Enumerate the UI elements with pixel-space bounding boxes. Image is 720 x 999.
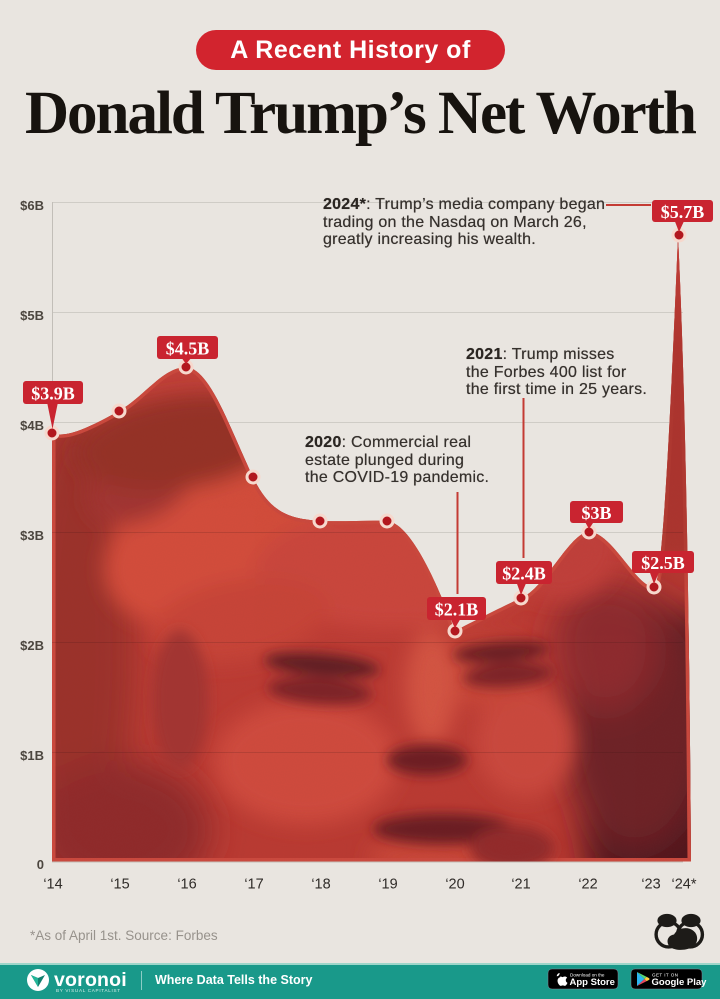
svg-text:App Store: App Store	[570, 977, 615, 988]
svg-text:‘19: ‘19	[378, 877, 397, 893]
svg-text:$3B: $3B	[581, 503, 611, 523]
svg-text:‘24*: ‘24*	[672, 877, 697, 893]
svg-text:$3B: $3B	[20, 528, 44, 543]
svg-text:0: 0	[37, 857, 44, 872]
svg-text:$4.5B: $4.5B	[166, 339, 210, 359]
svg-text:voronoi: voronoi	[54, 969, 127, 991]
svg-text:‘17: ‘17	[244, 877, 263, 893]
svg-text:‘14: ‘14	[43, 877, 62, 893]
svg-text:‘15: ‘15	[110, 877, 129, 893]
svg-text:Google Play: Google Play	[652, 977, 708, 988]
svg-text:‘20: ‘20	[445, 877, 464, 893]
svg-text:‘23: ‘23	[641, 877, 660, 893]
svg-text:BY VISUAL CAPITALIST: BY VISUAL CAPITALIST	[56, 988, 121, 993]
svg-text:$3.9B: $3.9B	[31, 384, 75, 404]
svg-text:$2.1B: $2.1B	[435, 600, 479, 620]
svg-text:‘22: ‘22	[578, 877, 597, 893]
svg-text:$5B: $5B	[20, 308, 44, 323]
svg-text:$4B: $4B	[20, 418, 44, 433]
svg-text:$6B: $6B	[20, 198, 44, 213]
svg-text:Download on the: Download on the	[570, 973, 605, 978]
svg-text:‘18: ‘18	[311, 877, 330, 893]
svg-text:$2.4B: $2.4B	[502, 564, 546, 584]
svg-text:GET IT ON: GET IT ON	[652, 973, 678, 978]
svg-text:Where Data Tells the Story: Where Data Tells the Story	[155, 973, 312, 987]
svg-text:$1B: $1B	[20, 748, 44, 763]
svg-text:$2.5B: $2.5B	[641, 553, 685, 573]
svg-text:$2B: $2B	[20, 638, 44, 653]
svg-text:‘21: ‘21	[511, 877, 530, 893]
svg-text:$5.7B: $5.7B	[661, 202, 705, 222]
svg-text:‘16: ‘16	[177, 877, 196, 893]
